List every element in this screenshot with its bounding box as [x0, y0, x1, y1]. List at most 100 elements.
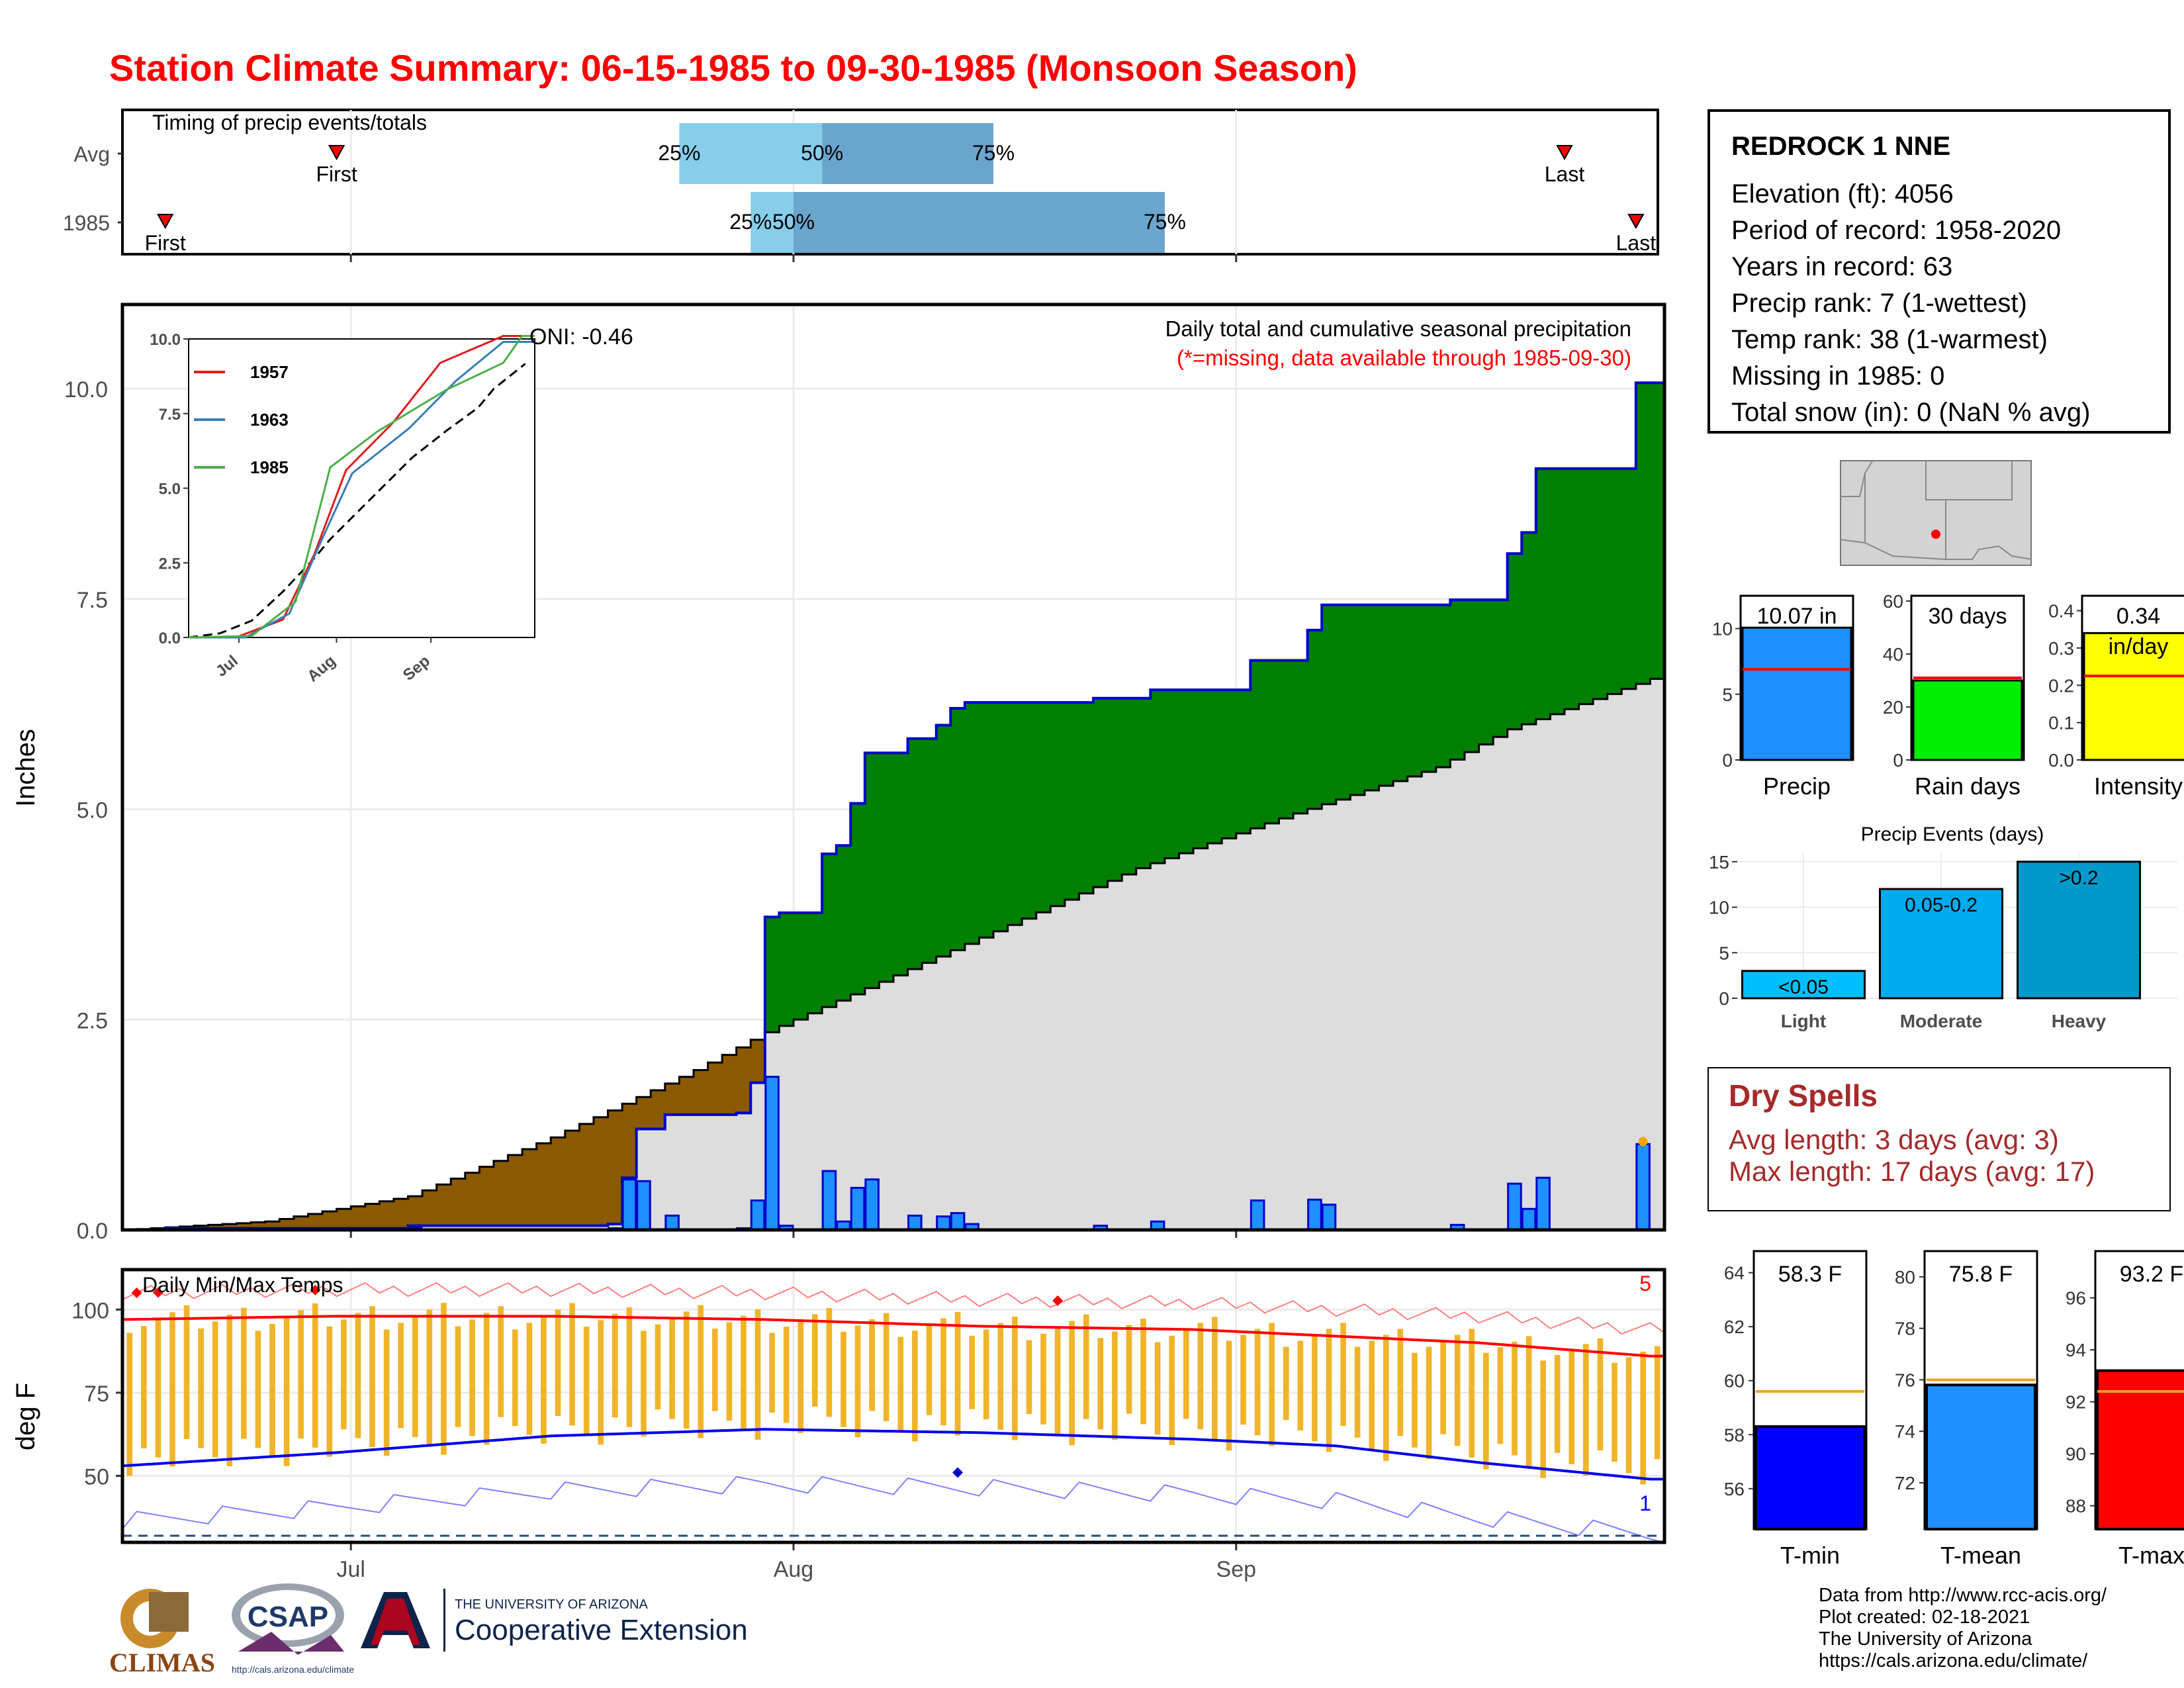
daily-temp-bar: [212, 1321, 218, 1458]
daily-temp-bar: [1026, 1340, 1032, 1415]
surplus-area: [850, 803, 866, 995]
record-high-count: 5: [1639, 1272, 1651, 1295]
deficit-area: [208, 1225, 223, 1229]
deficit-area: [436, 1184, 451, 1226]
daily-precip-bar: [764, 1076, 780, 1231]
events-bar: [2017, 861, 2141, 1000]
surplus-area: [1464, 600, 1480, 753]
inset-legend-label: 1957: [250, 362, 289, 382]
surplus-area: [1093, 698, 1109, 888]
surplus-area: [1407, 604, 1422, 776]
csap-text: CSAP: [248, 1601, 328, 1633]
surplus-area: [1393, 604, 1408, 781]
daily-temp-bar: [655, 1324, 661, 1410]
surplus-area: [1079, 702, 1094, 894]
surplus-area: [1322, 604, 1337, 804]
inset-y-tick-label: 5.0: [159, 481, 181, 498]
deficit-area: [408, 1196, 423, 1226]
plot-frame: [120, 303, 1666, 1232]
temp-sum-y-tick-label: 76: [1895, 1370, 1915, 1390]
x-tick-label: Jul: [336, 1557, 365, 1582]
deficit-area: [579, 1123, 594, 1226]
timing-q50-q75-bar: [822, 123, 994, 184]
mini-bar-label: Rain days: [1915, 773, 2021, 800]
daily-temp-bar: [826, 1307, 833, 1417]
inset-y-tick-label: 10.0: [150, 331, 181, 349]
daily-temp-bar: [269, 1324, 275, 1458]
timing-q50-q75-bar: [793, 192, 1165, 253]
deficit-area: [651, 1090, 666, 1129]
daily-temp-bar: [641, 1331, 647, 1437]
ua-logo: THE UNIVERSITY OF ARIZONA Cooperative Ex…: [361, 1589, 748, 1652]
timing-last-marker: [1627, 214, 1645, 230]
deficit-area: [479, 1166, 494, 1226]
csap-logo: CSAP http://cals.arizona.edu/climate: [232, 1583, 354, 1675]
daily-temp-bar: [926, 1324, 933, 1415]
timing-p25-label: 25%: [729, 210, 772, 234]
deficit-area: [322, 1211, 338, 1229]
inset-legend-label: 1985: [250, 457, 289, 477]
normal-cumulative-line: [122, 678, 1664, 1231]
surplus-area: [893, 753, 909, 976]
deficit-area: [351, 1206, 366, 1229]
temp-sum-value-label: 58.3 F: [1778, 1262, 1842, 1287]
surplus-area: [1379, 604, 1394, 786]
daily-temp-bar: [1440, 1340, 1446, 1434]
temp-sum-y-tick-label: 96: [2066, 1288, 2086, 1309]
daily-temp-bar: [1540, 1360, 1546, 1478]
surplus-area: [793, 912, 809, 1020]
daily-temp-bar: [754, 1309, 761, 1440]
y-tick-label: 0.0: [77, 1219, 108, 1244]
daily-precip-bar: [821, 1170, 837, 1231]
daily-temp-bar: [669, 1318, 675, 1419]
temp-y-tick-label: 50: [84, 1465, 109, 1490]
timing-q25-q50-bar: [751, 192, 794, 253]
daily-temp-bar: [1269, 1323, 1275, 1446]
daily-temp-bar: [255, 1331, 261, 1448]
record-low-marker: [952, 1467, 964, 1478]
timing-p25-label: 25%: [658, 141, 700, 165]
daily-temp-bar: [1112, 1331, 1118, 1440]
record-high-marker: [131, 1288, 142, 1299]
temp-sum-value-label: 75.8 F: [1949, 1262, 2013, 1287]
timing-row-label: Avg: [73, 142, 110, 166]
mini-bar-label: Intensity: [2094, 773, 2183, 800]
deficit-area: [393, 1198, 409, 1229]
surplus-area: [1064, 702, 1080, 900]
y-tick-label: 5.0: [77, 798, 108, 823]
daily-precip-bar: [750, 1199, 766, 1231]
temp-sum-y-tick-label: 92: [2066, 1392, 2086, 1413]
daily-temp-bar: [912, 1331, 918, 1442]
oni-label: ONI: -0.46: [529, 324, 633, 350]
mini-y-tick-label: 0.2: [2048, 675, 2074, 696]
locator-map: [1840, 460, 2032, 566]
daily-temp-bar: [155, 1319, 161, 1458]
station-info-line: Missing in 1985: 0: [1731, 361, 1945, 391]
daily-temp-bar: [1340, 1323, 1346, 1427]
footer-line: The University of Arizona: [1819, 1628, 2032, 1650]
record-high-marker: [1052, 1295, 1064, 1306]
daily-temp-bar: [1597, 1338, 1604, 1450]
daily-temp-bar: [1497, 1347, 1504, 1444]
daily-temp-bar: [698, 1305, 704, 1438]
mini-bar-1: 0 20 40 60 30 days Rain days: [1883, 591, 2025, 800]
daily-precip-bar: [950, 1212, 966, 1231]
daily-temp-bar: [1483, 1352, 1489, 1470]
station-info-line: Period of record: 1958-2020: [1731, 216, 2062, 245]
temp-plot-area: 50 75 100 Jul Aug Sep: [71, 1268, 1666, 1582]
daily-temp-bar: [812, 1314, 818, 1407]
events-bar-label: Heavy: [2052, 1011, 2107, 1031]
surplus-area: [1136, 698, 1151, 868]
mini-y-tick-label: 10: [1712, 619, 1733, 639]
daily-temp-bar: [940, 1318, 946, 1426]
temp-sum-y-tick-label: 60: [1724, 1371, 1745, 1391]
daily-temp-bar: [1126, 1325, 1132, 1414]
daily-temp-bar: [1326, 1329, 1332, 1452]
daily-temp-bar: [298, 1310, 304, 1439]
temp-sum-y-tick-label: 94: [2066, 1340, 2086, 1360]
station-location-marker: [1931, 530, 1940, 539]
daily-temp-bar: [483, 1313, 490, 1445]
inset-avg-line: [188, 363, 526, 639]
